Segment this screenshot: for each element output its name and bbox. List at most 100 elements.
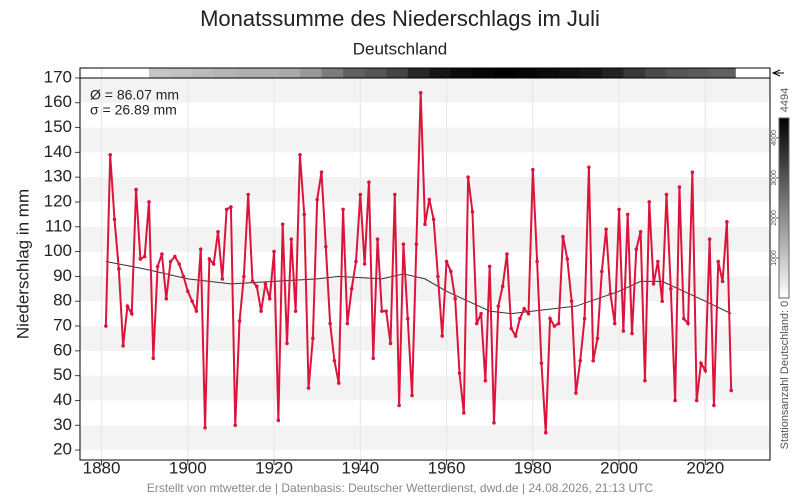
y-tick-label: 110 xyxy=(45,216,72,235)
data-point xyxy=(677,185,682,189)
data-point xyxy=(198,247,203,251)
data-point xyxy=(388,341,393,346)
data-point xyxy=(168,259,173,264)
data-point xyxy=(384,309,388,313)
data-point xyxy=(216,229,220,234)
data-point xyxy=(319,170,324,175)
data-point xyxy=(725,220,729,224)
data-point xyxy=(332,358,337,363)
data-point xyxy=(207,257,212,261)
data-point xyxy=(336,381,341,385)
data-point xyxy=(190,299,194,304)
data-point xyxy=(324,244,328,249)
data-point xyxy=(367,180,371,184)
data-point xyxy=(694,398,699,403)
data-point xyxy=(466,175,470,179)
data-point xyxy=(505,252,509,256)
data-point xyxy=(177,262,181,266)
station-cell xyxy=(256,68,279,78)
data-point xyxy=(561,234,565,239)
data-point xyxy=(427,197,432,202)
data-point xyxy=(565,257,570,261)
data-point xyxy=(129,311,134,316)
data-point xyxy=(518,316,522,321)
grid-band xyxy=(80,326,770,351)
data-point xyxy=(669,287,673,291)
data-point xyxy=(531,167,535,172)
data-point xyxy=(186,289,190,294)
data-point xyxy=(630,331,634,336)
station-cell xyxy=(494,68,516,78)
data-point xyxy=(203,425,207,430)
data-point xyxy=(664,192,669,197)
data-point xyxy=(147,200,151,204)
data-point xyxy=(397,403,401,408)
station-cell xyxy=(386,68,409,78)
data-point xyxy=(259,309,263,313)
data-point xyxy=(233,423,238,428)
footer: Erstellt von mtwetter.de | Datenbasis: D… xyxy=(147,481,654,495)
data-point xyxy=(535,259,539,264)
data-point xyxy=(220,277,225,281)
data-point xyxy=(272,249,276,254)
data-point xyxy=(151,356,156,361)
data-point xyxy=(686,321,690,326)
data-point xyxy=(440,334,445,338)
data-point xyxy=(543,430,548,435)
data-point xyxy=(414,242,419,246)
data-point xyxy=(453,296,457,301)
y-axis-label: Niederschlag in mm xyxy=(13,189,32,339)
data-point xyxy=(638,229,643,234)
y-tick-label: 150 xyxy=(44,117,72,136)
x-tick-label: 1880 xyxy=(83,458,121,477)
data-point xyxy=(643,378,647,383)
data-point xyxy=(125,304,130,308)
data-point xyxy=(600,269,604,274)
station-cell xyxy=(429,68,452,78)
data-point xyxy=(311,336,315,341)
data-point xyxy=(142,254,147,259)
data-point xyxy=(690,170,695,175)
data-point xyxy=(117,267,121,271)
data-point xyxy=(276,418,281,423)
data-point xyxy=(242,274,246,279)
strip-arrow xyxy=(771,69,784,77)
plot-frame xyxy=(79,67,771,461)
data-point xyxy=(246,192,250,197)
data-point xyxy=(483,378,488,383)
station-cell xyxy=(472,68,495,78)
y-tick-label: 170 xyxy=(44,67,72,86)
data-point xyxy=(474,321,479,326)
data-point xyxy=(496,304,501,308)
colorbar-label: Stationsanzahl Deutschland: 0 xyxy=(779,301,791,450)
data-point xyxy=(155,264,160,269)
data-point xyxy=(595,336,600,341)
data-point xyxy=(108,153,112,157)
data-point xyxy=(720,279,725,284)
data-point xyxy=(513,334,518,338)
x-tick-label: 1920 xyxy=(255,458,293,477)
colorbar-tick-label: 4000 xyxy=(771,130,778,146)
data-point xyxy=(578,358,583,363)
data-point xyxy=(211,262,216,266)
grid-band xyxy=(80,226,770,252)
data-point xyxy=(237,319,242,323)
x-tick-label: 2020 xyxy=(686,458,724,477)
data-point xyxy=(703,368,708,373)
data-point xyxy=(634,247,639,251)
station-cell xyxy=(515,68,538,78)
data-point xyxy=(380,309,384,313)
x-tick-label: 2000 xyxy=(600,458,638,477)
station-cell xyxy=(321,68,344,78)
station-cell xyxy=(149,68,171,78)
data-point xyxy=(173,254,177,259)
data-point xyxy=(492,420,496,425)
y-tick-label: 140 xyxy=(44,142,72,161)
chart-title: Monatssumme des Niederschlags im Juli xyxy=(200,6,600,31)
y-tick-label: 60 xyxy=(53,340,72,359)
data-point xyxy=(229,205,233,209)
data-point xyxy=(617,207,621,212)
data-point xyxy=(371,356,376,361)
grid-band xyxy=(80,127,770,153)
data-point xyxy=(255,284,259,289)
